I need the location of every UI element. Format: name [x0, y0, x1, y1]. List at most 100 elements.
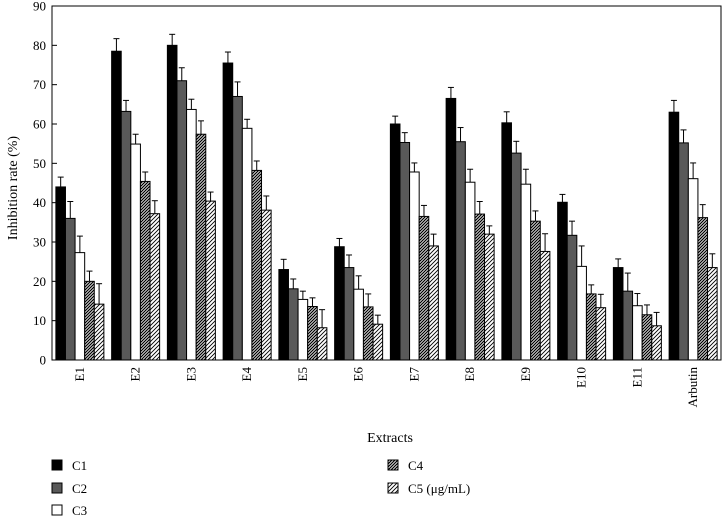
bar-e3-c3: [186, 108, 197, 361]
bar-e2-c5: [149, 213, 161, 361]
legend-label: C1: [72, 458, 87, 473]
x-tick-label: E6: [351, 367, 366, 382]
bar-e6-c1: [334, 246, 345, 361]
legend-swatch-c4: [387, 459, 399, 471]
bar-e10-c4: [585, 293, 597, 361]
bar-e7-c2: [399, 141, 411, 361]
x-tick-label: E2: [128, 367, 143, 381]
bar-e7-c1: [389, 123, 401, 361]
bar-e8-c4: [474, 213, 486, 361]
bar-e5-c4: [307, 306, 318, 361]
x-tick-label: Arbutin: [685, 367, 700, 408]
bar-e4-c5: [261, 209, 272, 361]
bar-e9-c5: [539, 250, 551, 361]
bar-e11-c4: [641, 314, 653, 361]
x-tick-label: E9: [518, 367, 533, 381]
bar-e11-c5: [651, 325, 662, 361]
bar-e1-c2: [64, 217, 76, 361]
bar-e5-c1: [278, 269, 289, 361]
bar-arbutin-c4: [697, 217, 709, 361]
y-tick-label: 60: [33, 117, 46, 132]
legend-label: C5 (μg/mL): [408, 481, 470, 496]
bar-e9-c4: [530, 220, 541, 361]
y-tick-label: 40: [33, 195, 46, 210]
bar-e3-c5: [205, 200, 216, 361]
bar-e4-c2: [232, 95, 243, 361]
bar-e1-c1: [55, 186, 66, 361]
bar-e3-c1: [166, 44, 178, 361]
bar-e10-c2: [566, 234, 578, 361]
bar-e9-c3: [520, 183, 532, 361]
x-tick-label: E8: [462, 367, 477, 381]
bar-e6-c2: [343, 267, 355, 361]
bar-e5-c5: [316, 327, 328, 361]
bar-e6-c4: [362, 306, 374, 361]
y-tick-label: 20: [33, 274, 46, 289]
y-tick-label: 0: [40, 353, 47, 368]
bar-e2-c2: [120, 110, 132, 361]
legend-swatch-c1: [51, 459, 63, 471]
x-tick-label: E1: [72, 367, 87, 381]
bar-e1-c5: [93, 303, 105, 361]
bar-arbutin-c2: [678, 142, 689, 361]
bar-e10-c1: [557, 201, 568, 361]
legend: C1 C2 C3 C4 C5 (μg/mL): [51, 458, 470, 518]
y-tick-label: 10: [33, 313, 46, 328]
bar-e2-c4: [139, 180, 151, 361]
bar-e4-c1: [222, 62, 234, 361]
bar-e10-c5: [595, 307, 607, 361]
plot-frame: [51, 5, 722, 361]
bar-e3-c2: [176, 80, 188, 361]
bar-e9-c2: [510, 152, 522, 361]
bar-arbutin-c5: [707, 267, 718, 361]
legend-label: C2: [72, 481, 87, 496]
y-tick-label: 70: [33, 77, 46, 92]
bar-e4-c3: [241, 127, 253, 361]
bar-e7-c5: [428, 245, 439, 361]
bar-e11-c1: [612, 267, 624, 361]
bar-e8-c3: [464, 181, 476, 361]
legend-swatch-c5: [387, 482, 399, 494]
bar-e5-c2: [287, 288, 299, 361]
x-tick-label: E11: [629, 367, 644, 387]
legend-label: C4: [408, 458, 424, 473]
bar-arbutin-c1: [668, 111, 680, 361]
bar-e6-c5: [372, 323, 384, 361]
x-tick-label: E3: [183, 367, 198, 381]
bar-e2-c1: [111, 50, 122, 361]
legend-swatch-c3: [51, 504, 63, 516]
bar-e6-c3: [353, 288, 364, 361]
y-tick-label: 30: [33, 235, 46, 250]
bar-e8-c5: [484, 233, 495, 361]
bar-arbutin-c3: [687, 178, 699, 361]
bar-e9-c1: [501, 122, 512, 361]
bar-e7-c3: [409, 171, 420, 361]
bar-e11-c2: [622, 290, 634, 361]
bar-e7-c4: [418, 215, 430, 361]
bar-e5-c3: [297, 298, 309, 361]
labels-group: Inhibition rate (%) Extracts 0 10 20 30 40 50…: [6, 0, 700, 446]
y-tick-label: 90: [33, 0, 46, 14]
bar-e8-c1: [445, 97, 457, 361]
bars-group: [55, 33, 718, 361]
x-tick-label: E5: [295, 367, 310, 381]
y-axis-title: Inhibition rate (%): [6, 136, 21, 241]
bar-e11-c3: [632, 305, 643, 361]
legend-swatch-c2: [51, 482, 63, 494]
x-tick-label: E7: [406, 367, 421, 382]
y-tick-label: 80: [33, 38, 46, 53]
bar-e10-c3: [576, 265, 587, 361]
y-tick-label: 50: [33, 156, 46, 171]
x-tick-label: E10: [574, 367, 589, 388]
bar-e2-c3: [130, 143, 141, 361]
bar-e3-c4: [195, 133, 207, 361]
x-tick-label: E4: [239, 367, 254, 382]
bar-e1-c4: [84, 280, 95, 361]
bar-e1-c3: [74, 252, 86, 361]
bar-e4-c4: [251, 169, 263, 361]
legend-label: C3: [72, 503, 87, 518]
bar-e8-c2: [455, 141, 466, 361]
x-axis-title: Extracts: [367, 431, 413, 446]
